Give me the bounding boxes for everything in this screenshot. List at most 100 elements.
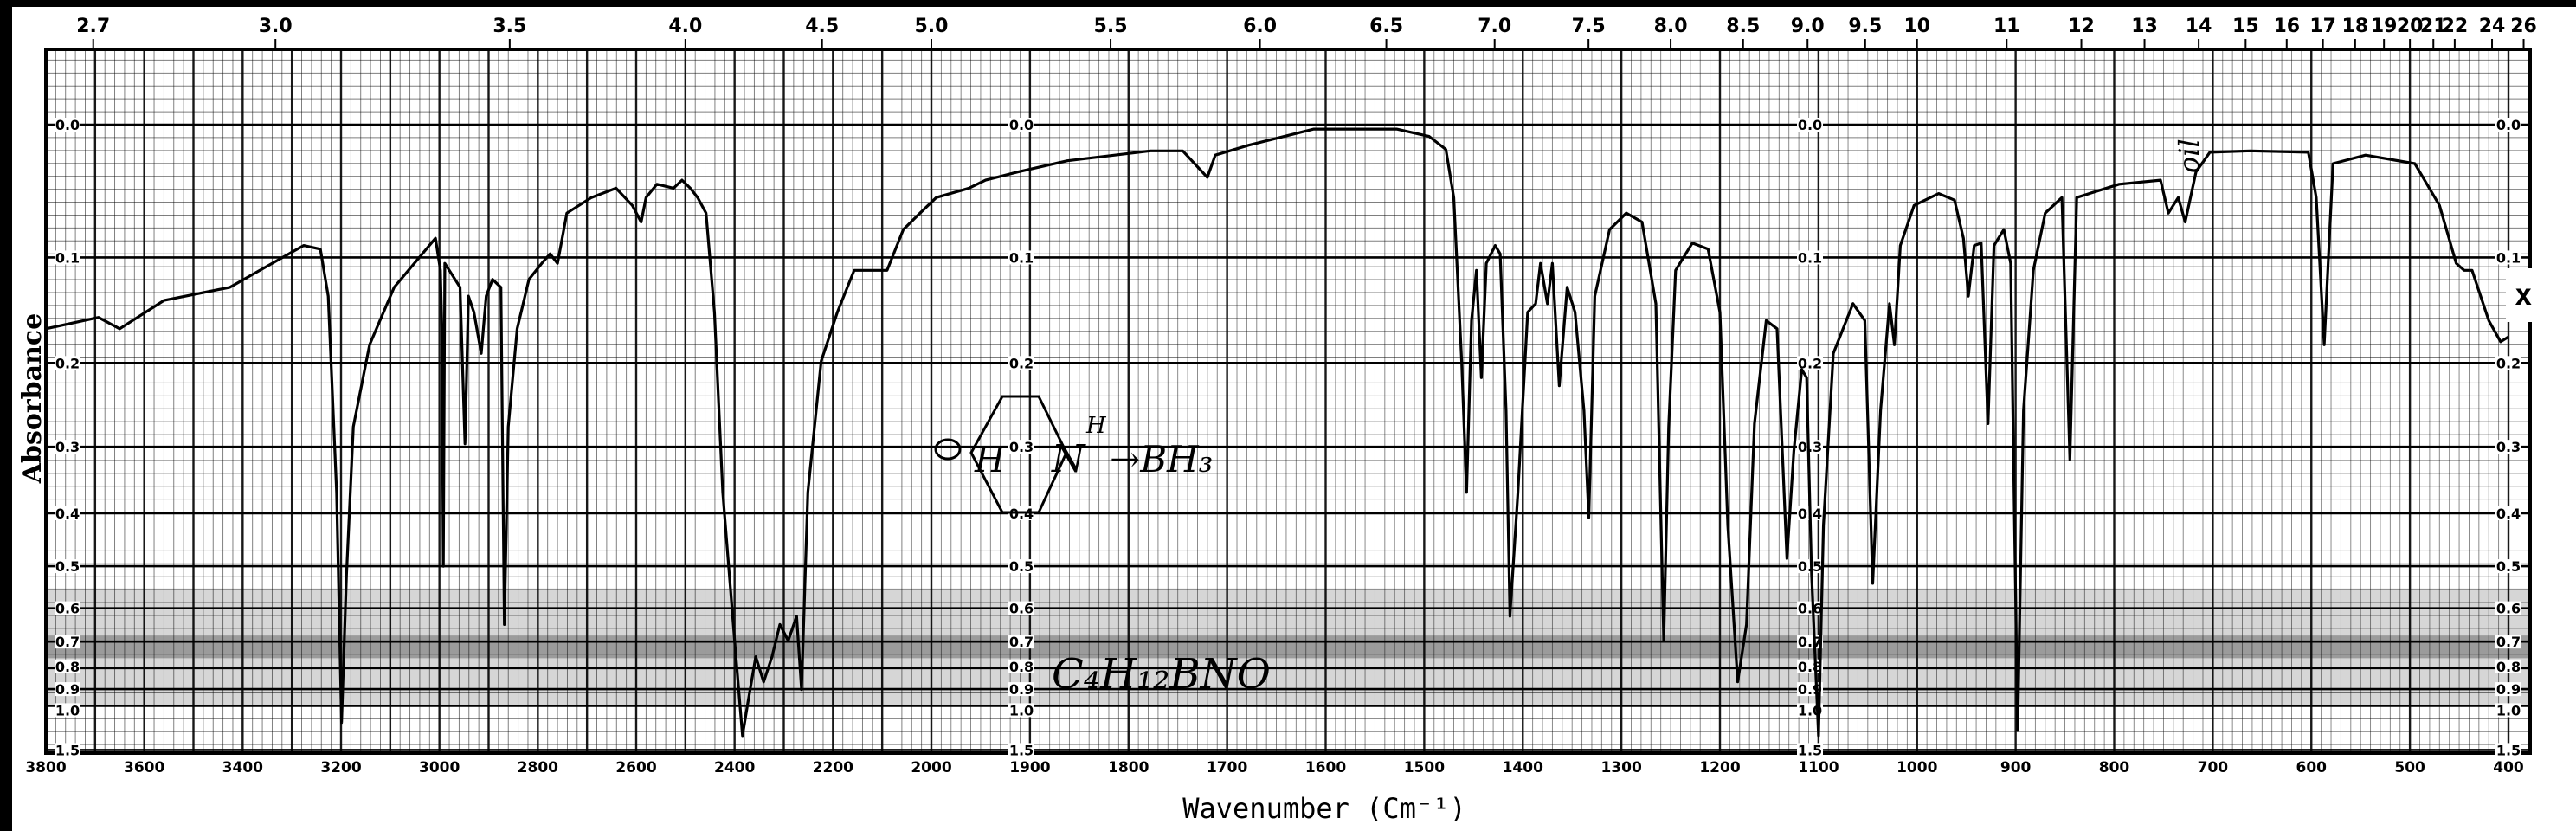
absorbance-tick-label: 0.0 (2496, 117, 2521, 133)
micron-tick-label: 9.0 (1791, 16, 1825, 37)
absorbance-tick-label: 0.5 (1009, 558, 1034, 575)
absorbance-label-bg (2496, 118, 2521, 132)
absorbance-tick-label: 0.6 (1009, 601, 1034, 617)
wavenumber-tick-label: 1600 (1305, 759, 1346, 776)
absorbance-tick-label: 0.9 (55, 681, 80, 698)
absorbance-label-bg (1008, 601, 1034, 615)
absorbance-tick-label: 0.4 (2496, 506, 2521, 522)
hexagon-ring-drawing (969, 395, 1068, 514)
absorbance-tick-label: 1.0 (2496, 702, 2521, 718)
wavenumber-tick-label: 900 (2000, 759, 2032, 776)
micron-tick-label: 22 (2442, 16, 2469, 37)
micron-tick-label: 24 (2479, 16, 2506, 37)
plot-frame (44, 48, 2532, 755)
absorbance-label-bg (2496, 682, 2521, 697)
micron-tick-label: 26 (2510, 16, 2537, 37)
absorbance-tick-label: 0.8 (1798, 659, 1822, 675)
absorbance-label-bg (1797, 250, 1823, 265)
absorbance-tick-label: 0.9 (1009, 681, 1034, 698)
micron-tick-label: 17 (2309, 16, 2336, 37)
absorbance-tick-label: 0.2 (1009, 355, 1034, 371)
wavenumber-tick-label: 2400 (714, 759, 755, 776)
wavenumber-tick-label: 1700 (1207, 759, 1247, 776)
absorbance-tick-label: 0.5 (1798, 558, 1822, 575)
absorbance-tick-label: 0.2 (2496, 355, 2521, 371)
absorbance-label-bg (55, 703, 80, 718)
absorbance-label-bg (2496, 601, 2521, 615)
micron-tick-label: 16 (2273, 16, 2300, 37)
absorbance-tick-label: 0.9 (2496, 681, 2521, 698)
absorbance-tick-label: 1.5 (2496, 742, 2521, 758)
borane-label: →BH₃ (1110, 438, 1214, 480)
absorbance-label-bg (55, 559, 80, 574)
wavenumber-tick-label: 500 (2394, 759, 2425, 776)
wavenumber-tick-label: 1300 (1600, 759, 1641, 776)
absorbance-axis: 0.0 0.1 0.2 0.3 0.4 0.5 0.6 0.7 0.8 0.9 1.0 1.5 0.0 0… (55, 117, 2521, 758)
absorbance-label-bg (1797, 635, 1823, 649)
absorbance-tick-label: 0.1 (2496, 249, 2521, 266)
absorbance-label-bg (1008, 559, 1034, 574)
absorbance-label-bg (1008, 703, 1034, 718)
absorbance-label-bg (55, 506, 80, 521)
micron-tick-label: 8.0 (1654, 16, 1688, 37)
absorbance-label-bg (55, 743, 80, 757)
handwritten-annotations: H N H →BH₃ C₄H₁₂BNO oil x (934, 138, 2576, 699)
micron-tick-label: 21 (2420, 16, 2447, 37)
wavenumber-tick-label: 1400 (1503, 759, 1543, 776)
absorbance-tick-label: 1.0 (55, 702, 80, 718)
wavenumber-tick-label: 2800 (518, 759, 558, 776)
spectrum-series (45, 127, 2509, 738)
absorbance-label-bg (1008, 118, 1034, 132)
absorbance-tick-label: 0.8 (55, 659, 80, 675)
absorbance-label-bg (55, 659, 80, 673)
shade-band-dark (46, 635, 2530, 659)
wavenumber-tick-label: 3800 (25, 759, 66, 776)
micron-tick-label: 6.0 (1243, 16, 1277, 37)
wavenumber-tick-label: 2600 (615, 759, 656, 776)
absorbance-tick-label: 1.5 (55, 742, 80, 758)
absorbance-tick-label: 0.3 (2496, 439, 2521, 455)
wavenumber-axis: 3800 3600 3400 3200 3000 2800 2600 2400 2200 2000… (25, 759, 2524, 776)
absorbance-label-bg (1008, 659, 1034, 673)
wavenumber-tick-label: 1200 (1699, 759, 1740, 776)
wavenumber-tick-label: 600 (2296, 759, 2328, 776)
absorbance-label-bg (1008, 635, 1034, 649)
absorbance-tick-label: 0.6 (1798, 601, 1822, 617)
micron-tick-label: 4.0 (668, 16, 702, 37)
absorbance-label-bg (2496, 440, 2521, 454)
absorbance-label-bg (1008, 440, 1034, 454)
absorbance-tick-label: 0.8 (2496, 659, 2521, 675)
absorbance-tick-label: 0.2 (1798, 355, 1822, 371)
absorbance-tick-label: 0.8 (1009, 659, 1034, 675)
absorbance-tick-label: 0.7 (55, 634, 80, 650)
micron-tick-label: 11 (1993, 16, 2020, 37)
spectrum-line (45, 127, 2509, 738)
absorbance-label-bg (1008, 356, 1034, 370)
absorbance-label-bg (55, 635, 80, 649)
molecular-formula: C₄H₁₂BNO (1052, 650, 1271, 699)
micron-tick-label: 12 (2068, 16, 2095, 37)
micron-tick-label: 4.5 (805, 16, 839, 37)
absorbance-label-bg (2496, 743, 2521, 757)
absorbance-tick-label: 0.2 (55, 355, 80, 371)
structure-h-label: H (974, 441, 1006, 480)
absorbance-label-bg (2496, 635, 2521, 649)
micron-tick-label: 3.0 (259, 16, 293, 37)
absorbance-label-bg (1797, 118, 1823, 132)
absorbance-label-bg (55, 118, 80, 132)
absorbance-tick-label: 1.5 (1009, 742, 1034, 758)
absorbance-tick-label: 0.5 (2496, 558, 2521, 575)
chart-axes (44, 48, 2532, 755)
wavenumber-tick-label: 400 (2493, 759, 2524, 776)
corner-x-mark: x (2515, 278, 2532, 312)
micron-tick-label: 13 (2131, 16, 2158, 37)
wavenumber-tick-label: 1800 (1108, 759, 1149, 776)
wavenumber-tick-label: 2000 (911, 759, 951, 776)
absorbance-tick-label: 0.1 (1798, 249, 1822, 266)
absorbance-label-bg (55, 601, 80, 615)
micron-tick-label: 9.5 (1848, 16, 1882, 37)
absorbance-tick-label: 0.1 (1009, 249, 1034, 266)
absorbance-label-bg (1008, 682, 1034, 697)
frame-top-border (0, 0, 2576, 7)
absorbance-tick-label: 0.0 (1009, 117, 1034, 133)
